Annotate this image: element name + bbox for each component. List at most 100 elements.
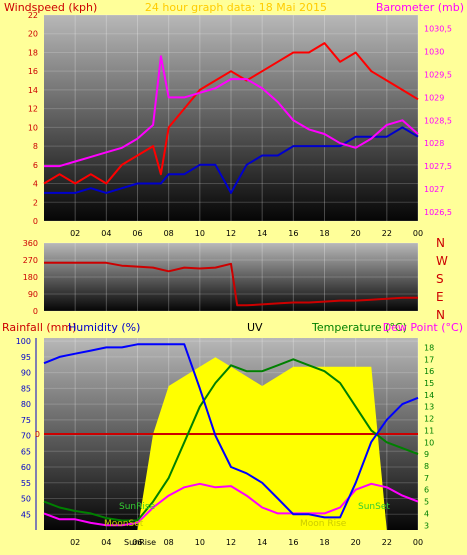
rainfall-axis-label: Rainfall (mm) (2, 321, 76, 334)
wind-gridlines (44, 14, 419, 222)
temperature-tick-label: 18 (424, 343, 434, 352)
wind-x-tick-label: 16 (288, 229, 298, 238)
temperature-tick-label: 11 (424, 426, 434, 435)
average-windspeed-line (44, 126, 419, 194)
uv-fill (44, 357, 418, 530)
wind-x-tick-label: 04 (101, 229, 111, 238)
barometer-tick-label: 1026,5 (424, 208, 452, 217)
barometer-line (44, 55, 419, 168)
direction-tick-label: 360 (23, 239, 38, 248)
weather-x-tick-label: 10 (195, 538, 205, 547)
sunset-label: SunSet (358, 502, 390, 512)
temperature-tick-label: 6 (424, 486, 429, 495)
uv-axis-label: UV (247, 321, 263, 334)
weather-x-tick-label: 04 (101, 538, 111, 547)
humidity-tick-label: 65 (21, 447, 31, 456)
compass-label: N (436, 236, 445, 250)
weather-x-tick-label: 12 (226, 538, 236, 547)
barometer-tick-label: 1030 (424, 48, 444, 57)
barometer-tick-label: 1029 (424, 93, 444, 102)
temperature-tick-label: 12 (424, 415, 434, 424)
humidity-tick-label: 80 (21, 400, 31, 409)
uv-area (44, 357, 418, 530)
axis-tick-labels: 0202040406060808101012121414161618182020… (16, 11, 452, 547)
compass-label: E (436, 290, 444, 304)
weather-x-tick-label: 20 (351, 538, 361, 547)
humidity-line (43, 343, 419, 519)
weather-x-tick-label: 06 (132, 538, 142, 547)
barometer-tick-label: 1030,5 (424, 25, 452, 34)
wind-x-tick-label: 18 (319, 229, 329, 238)
wind-x-tick-label: 20 (351, 229, 361, 238)
temperature-tick-label: 10 (424, 438, 434, 447)
windspeed-tick-label: 22 (28, 11, 38, 20)
barometer-tick-label: 1028,5 (424, 116, 452, 125)
barometer-tick-label: 1028 (424, 139, 444, 148)
direction-tick-label: 180 (23, 273, 38, 282)
barometer-axis-label: Barometer (mb) (376, 1, 464, 14)
weather-series (43, 343, 419, 527)
weather-x-tick-label: 08 (164, 538, 174, 547)
temperature-tick-label: 14 (424, 391, 434, 400)
humidity-tick-label: 100 (16, 337, 31, 346)
temperature-tick-label: 7 (424, 474, 429, 483)
weather-x-tick-label: 14 (257, 538, 267, 547)
dewpoint-line (43, 482, 419, 527)
compass-label: N (436, 308, 445, 322)
weather-x-tick-label: 16 (288, 538, 298, 547)
temperature-tick-label: 17 (424, 355, 434, 364)
humidity-tick-label: 75 (21, 416, 31, 425)
humidity-tick-label: 90 (21, 369, 31, 378)
temperature-tick-label: 5 (424, 498, 429, 507)
temperature-tick-label: 13 (424, 403, 434, 412)
temperature-line (43, 358, 419, 522)
wind-x-tick-label: 06 (132, 229, 142, 238)
temperature-tick-label: 9 (424, 450, 429, 459)
windspeed-tick-label: 0 (33, 217, 38, 226)
humidity-tick-label: 85 (21, 384, 31, 393)
weather-x-tick-label: 00 (413, 538, 423, 547)
wind-series (43, 42, 419, 194)
weather-x-tick-label: 18 (319, 538, 329, 547)
windspeed-axis-label: Windspeed (kph) (4, 1, 97, 14)
windspeed-tick-label: 6 (33, 161, 38, 170)
sunrise-label: SunRise (119, 502, 156, 512)
wind-x-tick-label: 14 (257, 229, 267, 238)
barometer-tick-label: 1029,5 (424, 71, 452, 80)
humidity-tick-label: 45 (21, 510, 31, 519)
windspeed-tick-label: 12 (28, 105, 38, 114)
wind-x-tick-label: 12 (226, 229, 236, 238)
temperature-tick-label: 4 (424, 509, 429, 518)
wind-plot-area (44, 15, 418, 221)
direction-tick-label: 270 (23, 256, 38, 265)
humidity-tick-label: 60 (21, 463, 31, 472)
wind-x-tick-label: 00 (413, 229, 423, 238)
weather-x-tick-label: 22 (382, 538, 392, 547)
humidity-axis-label: Humidity (%) (68, 321, 140, 334)
direction-tick-label: 90 (28, 290, 38, 299)
windspeed-tick-label: 4 (33, 180, 38, 189)
compass-label: W (436, 254, 448, 268)
wind-x-tick-label: 10 (195, 229, 205, 238)
dewpoint-axis-label: Dew Point (°C) (383, 321, 463, 334)
windspeed-tick-label: 16 (28, 67, 38, 76)
barometer-tick-label: 1027 (424, 185, 444, 194)
direction-gridlines (44, 242, 419, 312)
temperature-tick-label: 15 (424, 379, 434, 388)
wind-x-tick-label: 02 (70, 229, 80, 238)
wind-x-tick-label: 22 (382, 229, 392, 238)
barometer-tick-label: 1027,5 (424, 162, 452, 171)
moonset-label: MoonSet (104, 519, 144, 529)
humidity-tick-label: 95 (21, 353, 31, 362)
rainfall-tick-label: 0 (35, 430, 40, 439)
direction-series (44, 261, 418, 307)
sunrise-axis-label: SunRise (124, 538, 156, 547)
weather-x-tick-label: 02 (70, 538, 80, 547)
windspeed-tick-label: 10 (28, 123, 38, 132)
humidity-tick-label: 55 (21, 479, 31, 488)
windspeed-tick-label: 18 (28, 48, 38, 57)
direction-tick-label: 0 (33, 307, 38, 316)
temperature-tick-label: 3 (424, 521, 429, 530)
